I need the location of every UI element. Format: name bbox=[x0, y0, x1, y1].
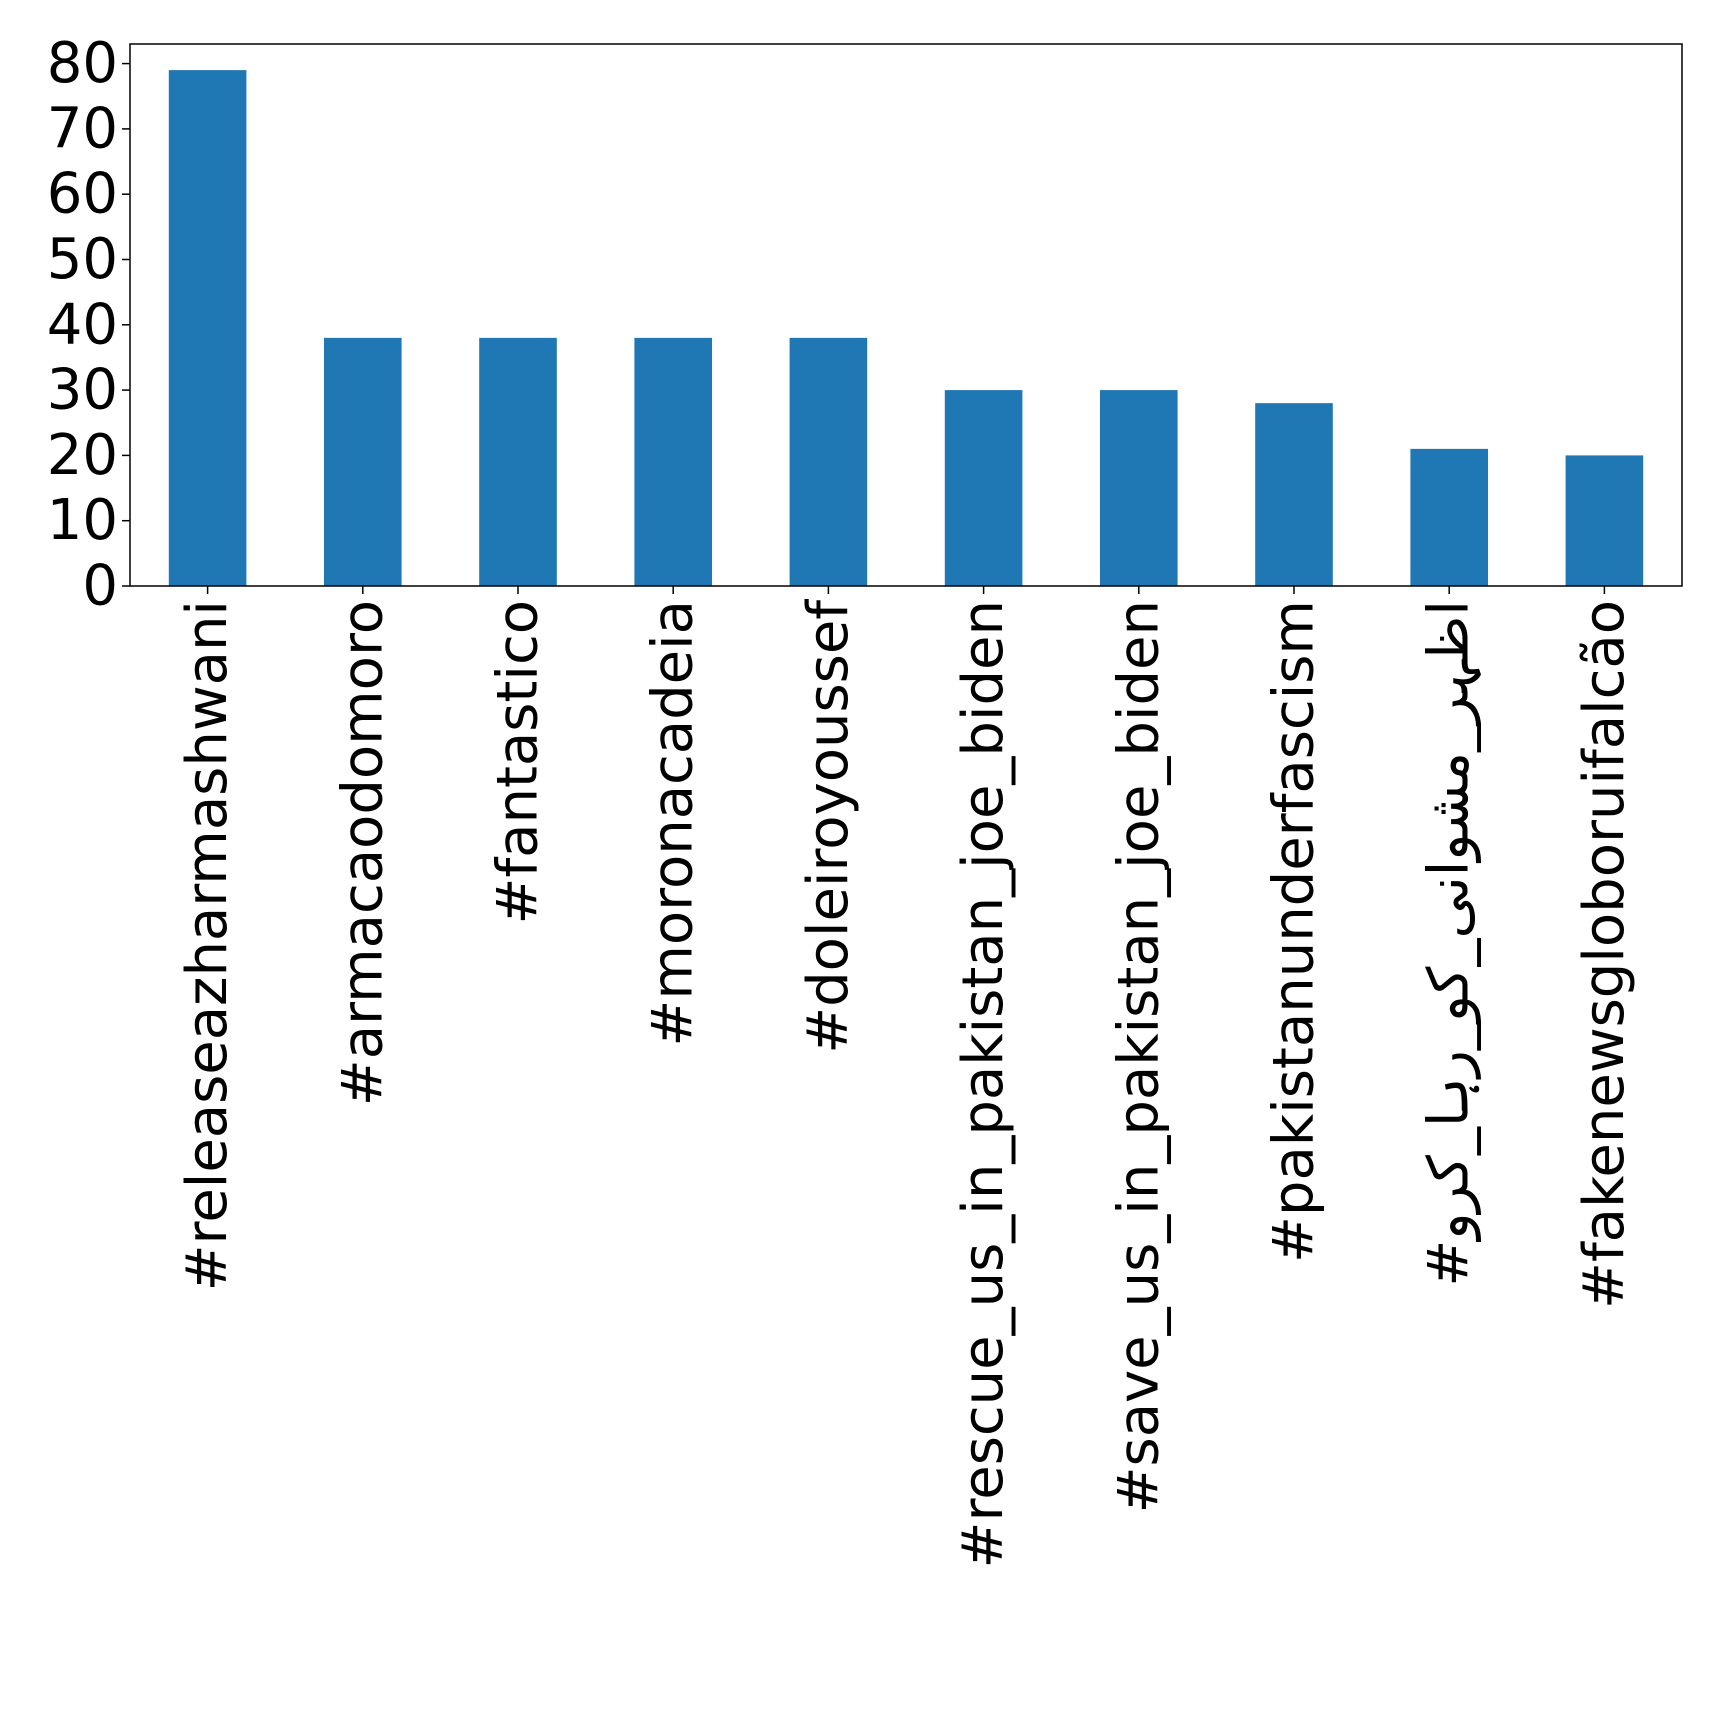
bars-group bbox=[168, 70, 1644, 587]
x-tick-label: #اظہر_مشوانی_کو_رہا_کرو bbox=[1417, 600, 1482, 1287]
x-axis: #releaseazharmashwani #armacaodomoro #fant… bbox=[175, 586, 1637, 1568]
bar bbox=[1565, 455, 1644, 586]
y-tick-label: 40 bbox=[47, 292, 118, 357]
bar bbox=[1410, 448, 1488, 586]
x-tick-label: #releaseazharmashwani bbox=[175, 600, 240, 1291]
x-tick-label: #fantastico bbox=[486, 600, 551, 924]
y-tick-label: 50 bbox=[47, 227, 118, 292]
bar bbox=[944, 390, 1023, 586]
bar bbox=[634, 337, 712, 586]
y-tick-label: 60 bbox=[47, 162, 118, 227]
x-tick-label: #fakenewsgloboruifalcão bbox=[1572, 600, 1637, 1309]
y-tick-label: 70 bbox=[47, 96, 118, 161]
bar bbox=[789, 337, 868, 586]
y-tick-label: 10 bbox=[47, 488, 118, 553]
plot-frame bbox=[129, 43, 1683, 587]
y-tick-label: 30 bbox=[47, 358, 118, 423]
x-tick-label: #pakistanunderfascism bbox=[1262, 600, 1327, 1263]
x-tick-label: #moronacadeia bbox=[641, 600, 706, 1047]
bar bbox=[168, 70, 247, 587]
x-tick-label: #save_us_in_pakistan_joe_biden bbox=[1106, 600, 1171, 1513]
y-tick-label: 0 bbox=[82, 554, 118, 619]
x-tick-label: #armacaodomoro bbox=[330, 600, 395, 1106]
x-tick-label: #rescue_us_in_pakistan_joe_biden bbox=[951, 600, 1016, 1568]
bar bbox=[1255, 403, 1333, 586]
bar bbox=[479, 337, 557, 586]
y-tick-label: 80 bbox=[47, 31, 118, 96]
x-tick-label: #doleiroyoussef bbox=[796, 599, 861, 1054]
bar bbox=[1100, 390, 1178, 586]
y-tick-label: 20 bbox=[47, 423, 118, 488]
bar bbox=[324, 337, 402, 586]
